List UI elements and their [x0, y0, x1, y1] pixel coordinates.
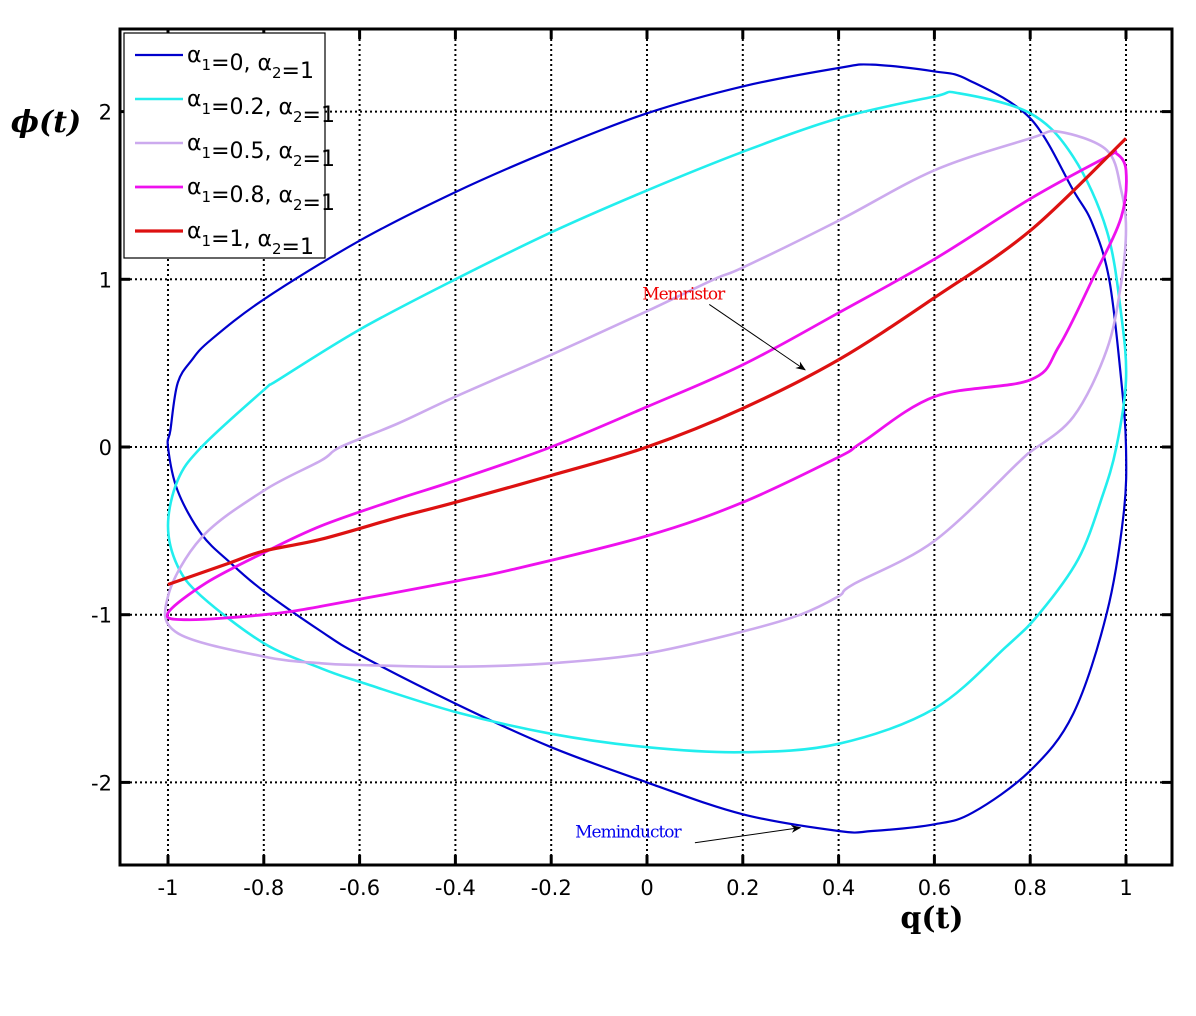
legend-item-4: α1=1, α2=1: [187, 219, 314, 260]
x-tick-label: 0.4: [822, 876, 855, 900]
y-axis-label: ϕ(t): [11, 105, 82, 140]
legend-item-1: α1=0.2, α2=1: [187, 87, 335, 128]
x-tick-label: 0.6: [918, 876, 951, 900]
grid-lines: [120, 29, 1172, 865]
x-tick-label: -0.2: [531, 876, 572, 900]
curve-series-0: [166, 63, 1128, 834]
x-tick-label: 1: [1119, 876, 1132, 900]
x-tick-label: 0: [640, 876, 653, 900]
data-curves: [163, 63, 1128, 834]
curve-series-4: [167, 137, 1128, 587]
x-tick-label: 0.2: [726, 876, 759, 900]
legend-item-2: α1=0.5, α2=1: [187, 131, 335, 172]
legend-box: [123, 32, 326, 259]
curve-series-2: [163, 129, 1128, 669]
x-tick-label: -0.4: [435, 876, 476, 900]
legend: α1=0, α2=1α1=0.2, α2=1α1=0.5, α2=1α1=0.8…: [123, 32, 335, 260]
x-tick-label: -1: [158, 876, 179, 900]
annotations: Memristor Meminductor: [575, 284, 806, 844]
x-tick-label: -0.6: [339, 876, 380, 900]
y-tick-label: -1: [91, 604, 112, 628]
x-axis-label: q(t): [900, 901, 963, 936]
axis-ticks: -1 -0.8 -0.6 -0.4 -0.2 0 0.2 0.4 0.6 0.8 1 -2 -1 0 1 2: [91, 29, 1172, 900]
y-tick-label: 1: [99, 268, 112, 292]
curve-series-1: [166, 90, 1128, 754]
curve-series-3: [165, 150, 1128, 622]
annotation-memristor: Memristor: [642, 284, 726, 304]
y-tick-label: 0: [99, 436, 112, 460]
y-tick-label: 2: [99, 101, 112, 125]
legend-item-3: α1=0.8, α2=1: [187, 175, 335, 216]
x-tick-label: -0.8: [243, 876, 284, 900]
y-tick-label: -2: [91, 771, 112, 795]
annotation-meminductor: Meminductor: [575, 823, 682, 843]
legend-item-0: α1=0, α2=1: [187, 43, 314, 84]
annotation-arrow-icon: [694, 824, 802, 844]
annotation-arrow-icon: [708, 304, 806, 371]
x-tick-label: 0.8: [1013, 876, 1046, 900]
